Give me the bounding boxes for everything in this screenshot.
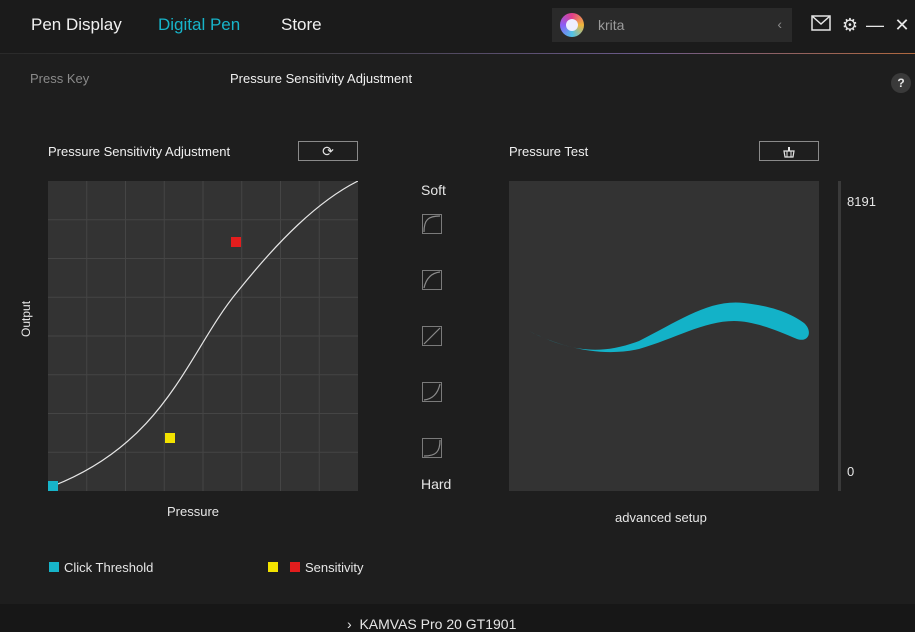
header-divider — [0, 53, 915, 54]
device-selector[interactable]: › KAMVAS Pro 20 GT1901 — [347, 616, 516, 632]
subtab-pressure[interactable]: Pressure Sensitivity Adjustment — [230, 71, 413, 86]
preset-hard-label: Hard — [421, 476, 452, 492]
clear-test-button[interactable] — [759, 141, 819, 161]
app-selector-value: krita — [598, 17, 625, 33]
sensitivity-high-swatch — [290, 562, 300, 572]
pressure-panel-title: Pressure Sensitivity Adjustment — [48, 144, 231, 159]
click-threshold-label: Click Threshold — [64, 560, 154, 575]
sensitivity-low-swatch — [268, 562, 278, 572]
test-panel-title: Pressure Test — [509, 144, 589, 159]
pressure-curve-graph[interactable] — [48, 181, 358, 491]
pressure-max-value: 8191 — [847, 194, 876, 209]
sensitivity-label: Sensitivity — [305, 560, 364, 575]
preset-curve-5-icon[interactable] — [422, 438, 442, 458]
preset-curve-linear-icon[interactable] — [422, 326, 442, 346]
app-selector[interactable]: krita ‹ — [552, 8, 792, 42]
chevron-right-icon: › — [347, 616, 352, 632]
help-icon[interactable]: ? — [891, 73, 911, 93]
preset-curve-4-icon[interactable] — [422, 382, 442, 402]
close-icon[interactable]: ✕ — [894, 15, 910, 35]
krita-logo-icon — [560, 13, 584, 37]
y-axis-label: Output — [19, 300, 33, 337]
gear-icon[interactable]: ⚙ — [841, 15, 859, 35]
refresh-icon: ⟳ — [322, 143, 334, 159]
pressure-test-canvas[interactable] — [509, 181, 819, 491]
eraser-icon — [782, 143, 796, 159]
nav-digital-pen[interactable]: Digital Pen — [158, 15, 241, 34]
top-bar: Pen Display Digital Pen Store krita ‹ ⚙ … — [0, 0, 915, 54]
subtab-press-key[interactable]: Press Key — [30, 71, 90, 86]
sensitivity-high-handle — [231, 237, 241, 247]
pressure-curve — [52, 181, 358, 487]
preset-curve-2-icon[interactable] — [422, 270, 442, 290]
chevron-left-icon[interactable]: ‹ — [777, 16, 782, 32]
sensitivity-low-handle — [165, 433, 175, 443]
device-name: KAMVAS Pro 20 GT1901 — [359, 616, 517, 632]
nav-store[interactable]: Store — [281, 15, 322, 34]
x-axis-label: Pressure — [167, 504, 220, 519]
pressure-level-bar — [838, 181, 841, 491]
preset-curve-1-icon[interactable] — [422, 214, 442, 234]
nav-pen-display[interactable]: Pen Display — [31, 15, 122, 34]
minimize-icon[interactable]: — — [866, 15, 884, 35]
preset-soft-label: Soft — [421, 182, 446, 198]
pressure-min-value: 0 — [847, 464, 855, 479]
device-footer[interactable]: › KAMVAS Pro 20 GT1901 — [0, 604, 915, 632]
mail-icon[interactable] — [810, 14, 832, 36]
reset-curve-button[interactable]: ⟳ — [298, 141, 358, 161]
advanced-setup-link[interactable]: advanced setup — [615, 510, 707, 525]
click-threshold-swatch — [49, 562, 59, 572]
test-stroke — [529, 302, 809, 353]
click-threshold-handle — [48, 481, 58, 491]
